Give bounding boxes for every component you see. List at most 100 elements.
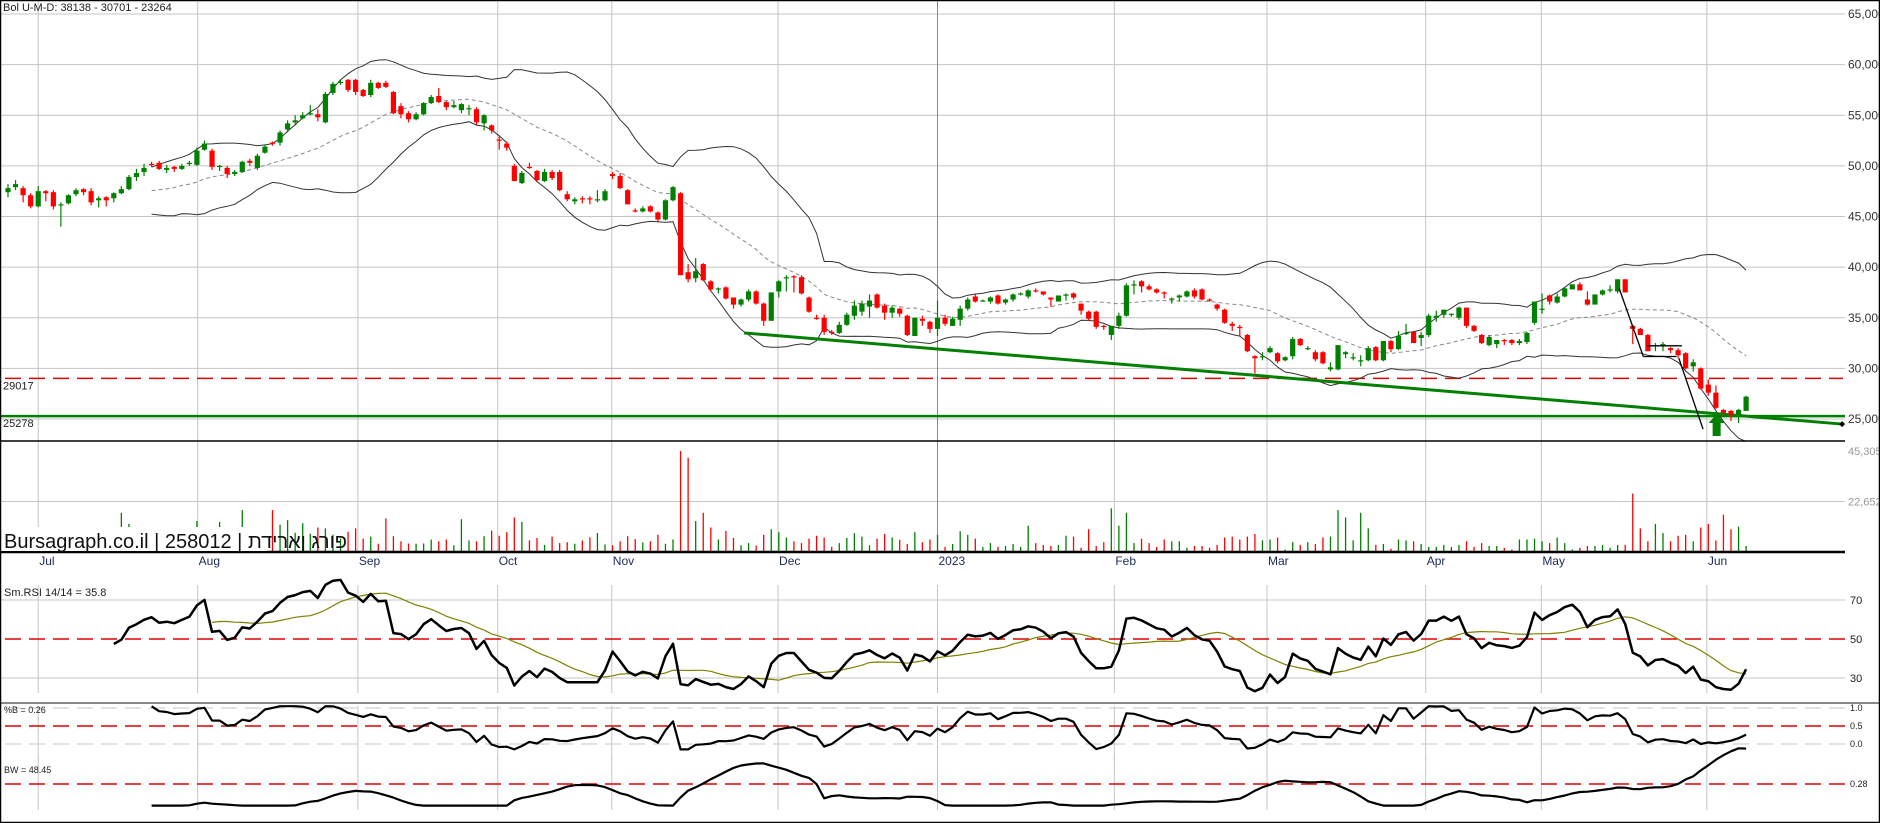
candle-body [564, 194, 570, 200]
candle [413, 112, 419, 121]
candle-body [617, 176, 623, 189]
candle [511, 163, 517, 182]
candle [171, 165, 177, 172]
bandwidth-tick-label: 0.28 [1850, 779, 1868, 789]
candle-body [1199, 289, 1205, 300]
candle [50, 190, 56, 210]
bollinger-legend: Bol U-M-D: 38138 - 30701 - 23264 [3, 2, 172, 14]
candle-body [232, 171, 238, 174]
candle-body [1222, 309, 1228, 323]
candle [1411, 330, 1417, 344]
candle [813, 314, 820, 320]
candle [859, 300, 865, 316]
candle [564, 191, 570, 202]
candle [609, 171, 616, 180]
level-label: 25278 [3, 418, 34, 430]
candle-body [285, 123, 291, 130]
candle [360, 88, 366, 98]
candle-body [80, 189, 87, 193]
candle [1743, 395, 1749, 411]
candle [88, 188, 94, 206]
candle [685, 264, 691, 283]
candle-body [836, 324, 842, 333]
candle [897, 307, 903, 317]
candle-body [28, 195, 34, 207]
candle [20, 186, 26, 203]
candle-body [337, 81, 344, 84]
percent-b-tick-label: 0.0 [1850, 739, 1863, 749]
candle-body [934, 317, 941, 329]
candle [534, 169, 540, 183]
candle-body [1176, 295, 1182, 298]
candle [934, 300, 941, 336]
candle [1055, 295, 1062, 302]
candle-body [262, 146, 268, 153]
candle-body [549, 171, 555, 179]
candle [1494, 340, 1500, 349]
candle [383, 80, 389, 88]
candle [300, 112, 306, 120]
candle [1584, 291, 1591, 306]
candle [1388, 340, 1394, 353]
candle [1161, 291, 1167, 299]
candle-body [1705, 384, 1711, 393]
candle [1365, 346, 1371, 362]
candle-body [405, 113, 412, 120]
candle [1010, 293, 1016, 302]
candle [224, 165, 230, 179]
candle [768, 292, 774, 321]
candle-body [594, 199, 601, 201]
candle-body [1562, 288, 1568, 297]
candle [458, 103, 465, 114]
candle [368, 79, 374, 98]
candle [353, 78, 359, 95]
candle [164, 164, 170, 173]
candle-body [1448, 313, 1454, 315]
candle [1063, 293, 1069, 301]
candle [919, 315, 925, 326]
percent-b-tick-label: 0.5 [1850, 721, 1863, 731]
candle [1683, 352, 1689, 370]
candle-body [1086, 311, 1092, 319]
candle [398, 103, 404, 119]
rsi-signal-line [211, 592, 1747, 681]
candle [791, 275, 797, 293]
candle-body [1191, 290, 1198, 297]
candle-body [912, 317, 918, 336]
rsi-line [113, 578, 1748, 693]
candle-body [1093, 311, 1099, 327]
candle [5, 184, 11, 198]
candle [572, 197, 578, 205]
candle [693, 258, 699, 283]
percent-b-panel [5, 705, 1845, 751]
candle-body [307, 113, 313, 115]
candle [1116, 312, 1122, 329]
candle-body [844, 314, 850, 325]
candle [436, 87, 442, 104]
candle [1441, 309, 1447, 318]
pattern-line [1618, 288, 1644, 357]
candle [587, 196, 593, 205]
candle [1146, 284, 1152, 291]
candle [1191, 288, 1198, 299]
candle-body [133, 172, 140, 178]
candle-body [859, 303, 865, 312]
candle [866, 294, 873, 318]
candle [1524, 331, 1530, 345]
candle-body [43, 191, 49, 194]
buy-signal-arrow-icon [1708, 413, 1725, 436]
candle-body [436, 96, 442, 103]
candle-body [292, 120, 298, 123]
price-tick-label: 50,000 [1848, 159, 1880, 173]
candle-body [519, 172, 525, 184]
trendline-end-marker [1839, 421, 1845, 428]
candle [579, 196, 585, 204]
candle [12, 180, 19, 191]
watermark-security-name: תדיראן גרופ [248, 531, 347, 553]
candle [1327, 362, 1334, 372]
candle-body [1577, 284, 1583, 291]
candle-body [511, 165, 517, 182]
candle [723, 286, 729, 300]
candle [375, 81, 381, 89]
candle [254, 153, 260, 170]
